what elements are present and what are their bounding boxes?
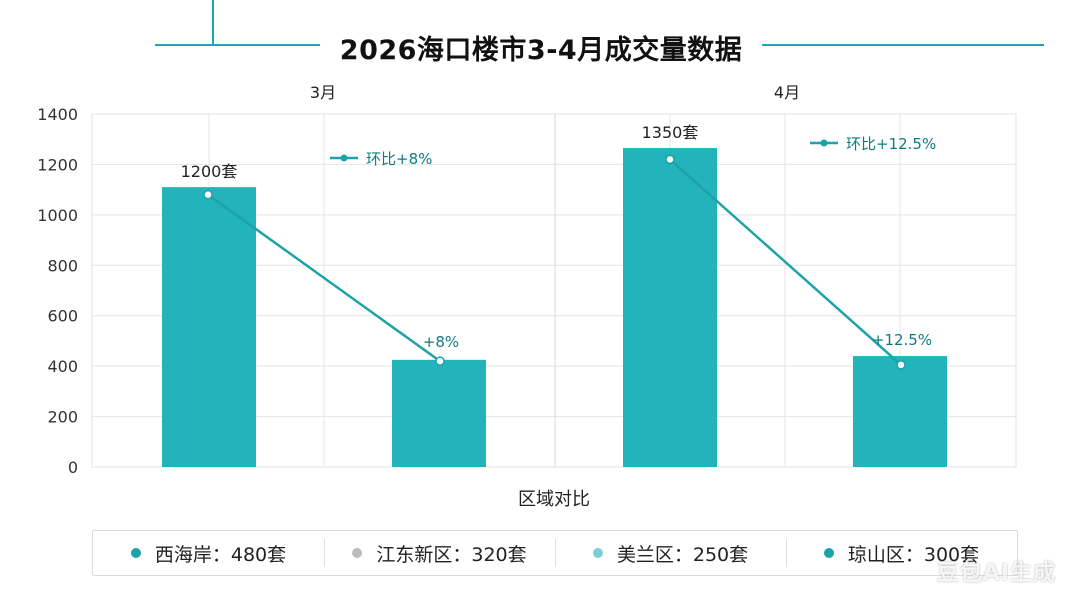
y-tick-label: 1200 (37, 155, 78, 174)
trend-point (665, 154, 675, 165)
legend-item: 美兰区：250套 (555, 531, 786, 575)
y-tick-label: 200 (47, 408, 78, 427)
change-label: +8% (423, 333, 459, 351)
x-axis-title: 区域对比 (518, 489, 590, 510)
change-label: +12.5% (872, 331, 932, 349)
line-legend-label: 环比+8% (366, 150, 432, 168)
bar (392, 359, 486, 467)
legend-item: 江东新区：320套 (324, 531, 555, 575)
legend-label: 琼山区：300套 (847, 543, 980, 566)
trend-line (207, 193, 441, 363)
y-tick-label: 1000 (37, 206, 78, 225)
title-decoration-left (155, 44, 320, 46)
title-decoration-tick (212, 0, 214, 46)
y-tick-label: 600 (47, 307, 78, 326)
title-decoration-right (762, 44, 1044, 46)
legend: 西海岸：480套 江东新区：320套 美兰区：250套 琼山区：300套 (92, 530, 1018, 576)
y-tick-label: 400 (47, 357, 78, 376)
trend-point (896, 360, 906, 370)
trend-line (669, 158, 902, 366)
watermark: 豆包AI生成 (936, 561, 1056, 586)
bar-value-label: 1200套 (181, 162, 238, 181)
legend-dot-icon (130, 548, 141, 558)
trend-point (435, 356, 445, 366)
y-tick-label: 1400 (37, 105, 78, 124)
line-legend-marker (340, 154, 348, 162)
chart-title: 2026海口楼市3-4月成交量数据 (339, 35, 743, 66)
legend-dot-icon (592, 548, 603, 558)
legend-label: 西海岸：480套 (154, 543, 287, 566)
bar-chart: 0 200 400 600 800 1000 1200 1400 3月 1200套 +8% 环比+8%… (37, 83, 1017, 510)
bar (162, 187, 256, 467)
legend-label: 江东新区：320套 (376, 543, 527, 566)
trend-point (203, 189, 213, 200)
group-label: 3月 (310, 83, 336, 102)
bar-value-label: 1350套 (642, 123, 699, 142)
legend-item: 琼山区：300套 (786, 531, 1017, 575)
legend-label: 美兰区：250套 (616, 543, 749, 566)
y-tick-label: 800 (47, 256, 78, 275)
line-legend-marker (820, 139, 828, 147)
legend-item: 西海岸：480套 (93, 531, 324, 575)
legend-dot-icon (352, 548, 363, 558)
bar (623, 148, 717, 467)
legend-dot-icon (823, 548, 834, 558)
bar (853, 356, 947, 467)
group-label: 4月 (774, 83, 800, 102)
title-row: 2026海口楼市3-4月成交量数据 (0, 0, 1080, 90)
line-legend-label: 环比+12.5% (846, 135, 936, 153)
y-tick-label: 0 (68, 458, 78, 477)
